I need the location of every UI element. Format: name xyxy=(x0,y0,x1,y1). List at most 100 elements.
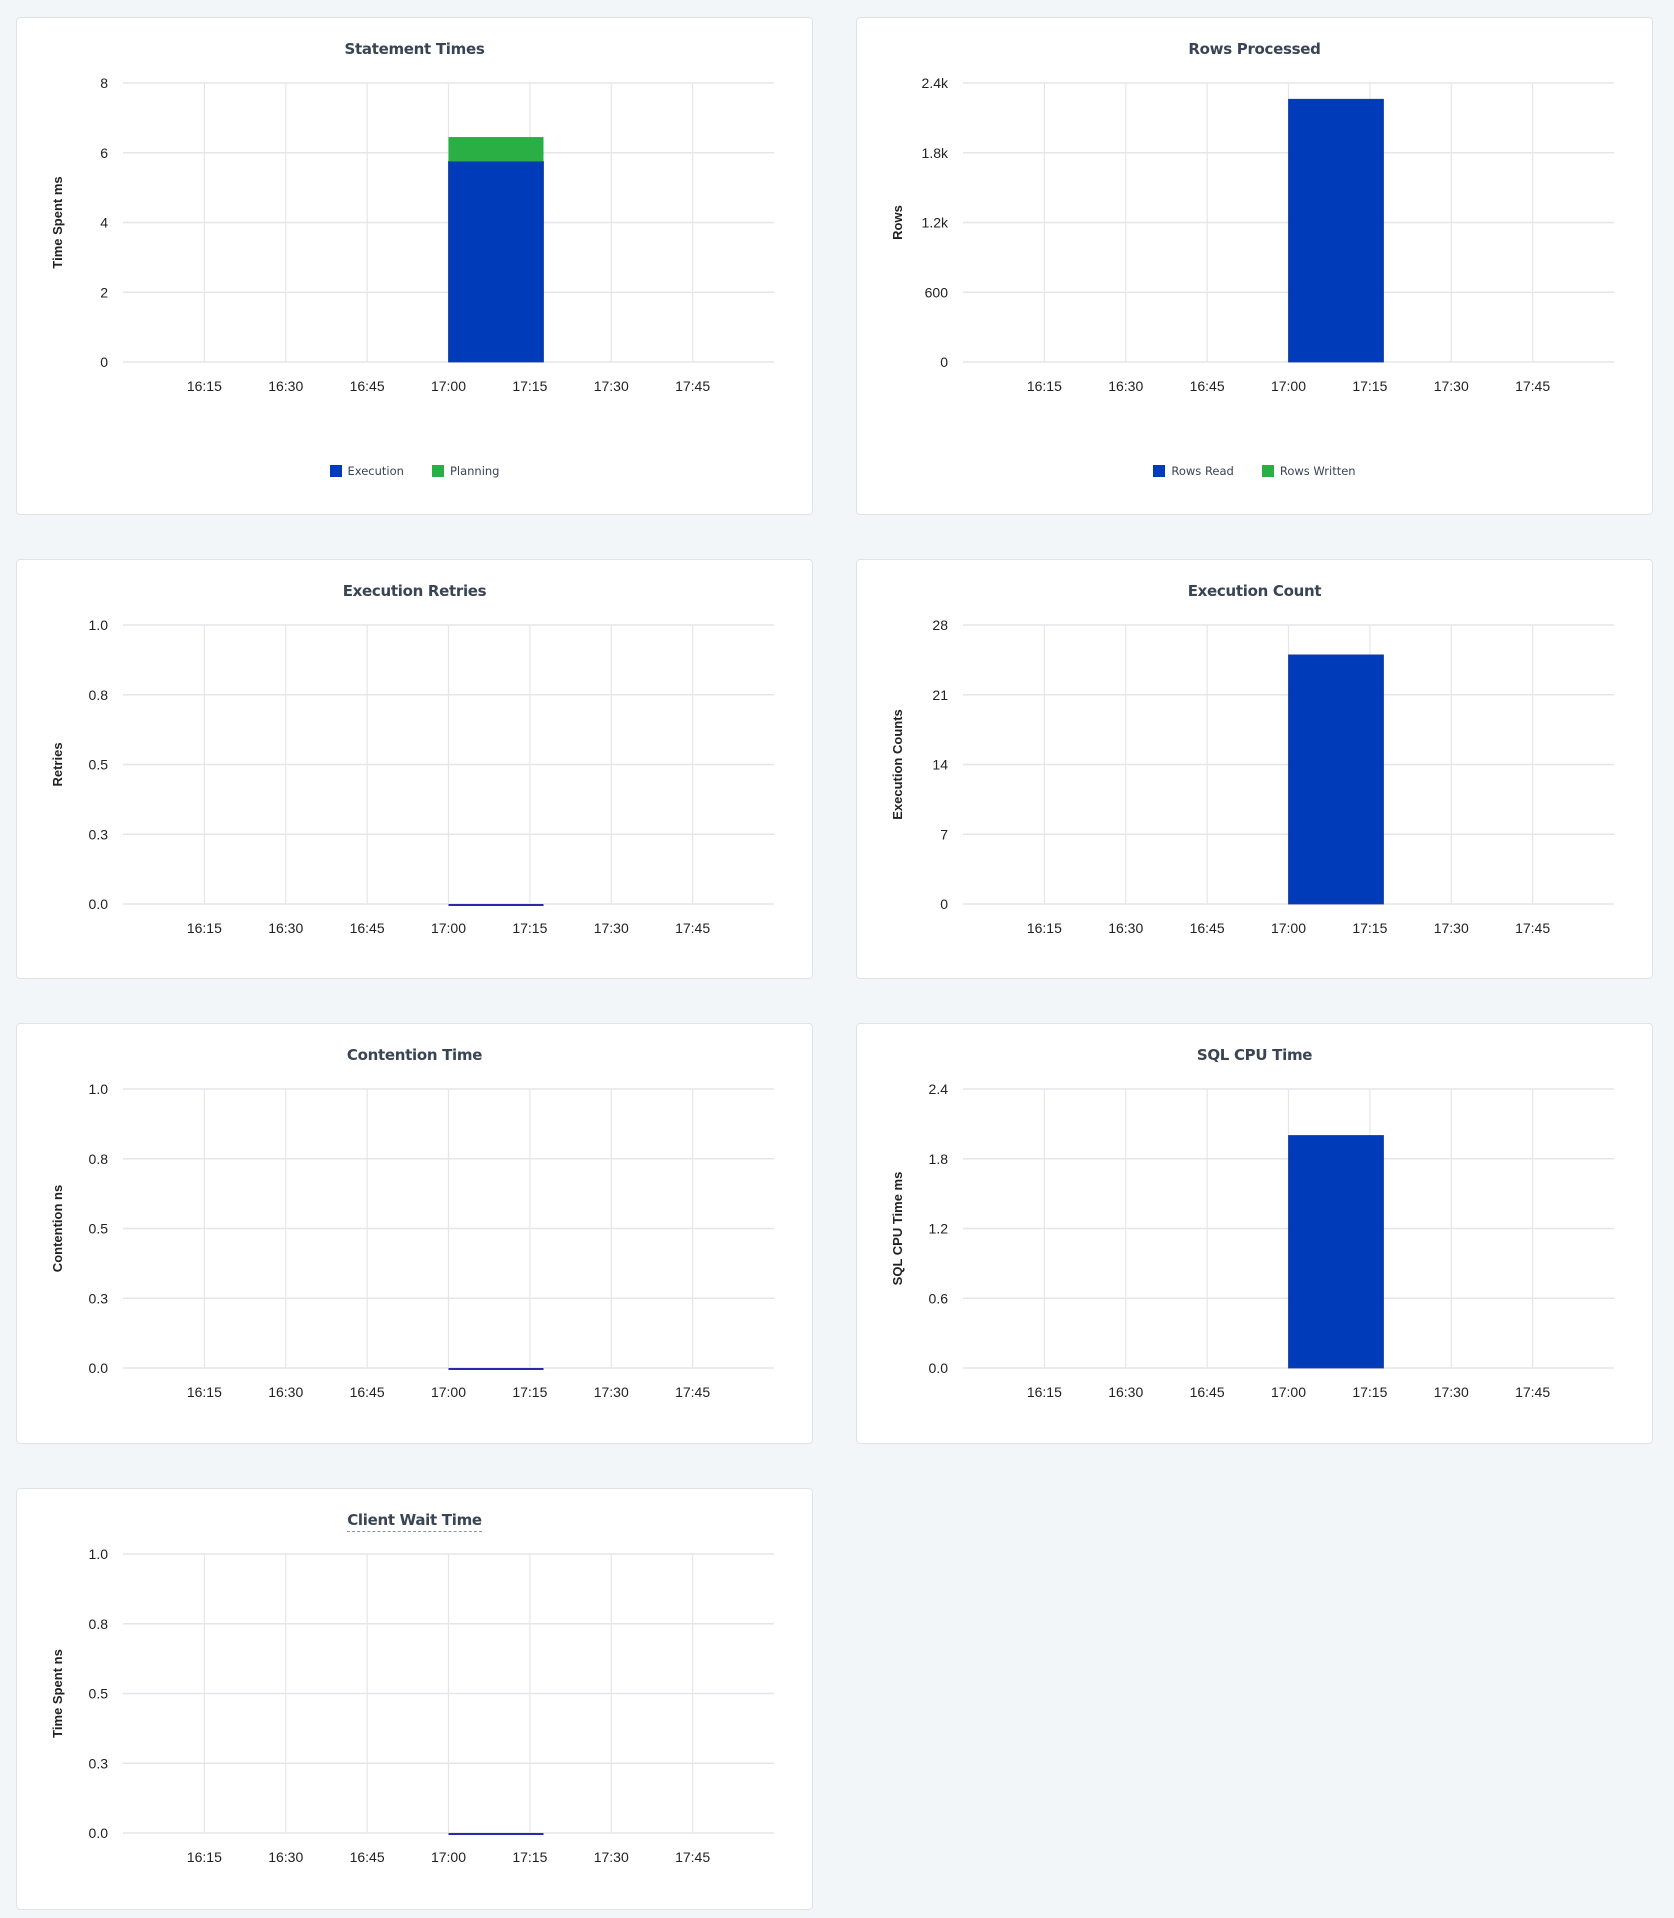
legend-item[interactable]: Planning xyxy=(431,464,500,478)
y-axis-label: Time Spent ns xyxy=(50,1649,65,1738)
chart-title: Rows Processed xyxy=(857,40,1652,58)
y-axis-label: Rows xyxy=(890,205,905,240)
legend-label: Rows Read xyxy=(1171,464,1234,478)
x-tick-label: 17:00 xyxy=(1271,378,1306,394)
x-tick-label: 17:45 xyxy=(675,1849,710,1865)
x-tick-label: 17:15 xyxy=(512,378,547,394)
x-tick-label: 17:00 xyxy=(431,1384,466,1400)
y-tick-label: 1.0 xyxy=(89,1546,109,1562)
x-tick-label: 17:45 xyxy=(675,920,710,936)
bar-planning[interactable] xyxy=(448,137,544,162)
chart-svg: 0.0 0.3 0.5 0.8 1.0 16:15 16:30 16:45 17:00 17:15… xyxy=(50,1081,774,1400)
chart-title-text: Contention Time xyxy=(346,1046,483,1064)
legend-swatch xyxy=(1261,465,1274,477)
chart-title: Contention Time xyxy=(17,1046,812,1064)
x-tick-label: 17:00 xyxy=(431,920,466,936)
bar-execution[interactable] xyxy=(448,161,544,363)
chart-title: Execution Retries xyxy=(17,582,812,600)
x-tick-label: 16:30 xyxy=(268,1384,303,1400)
y-tick-label: 21 xyxy=(932,687,948,703)
x-tick-label: 17:45 xyxy=(1515,920,1550,936)
y-tick-label: 2 xyxy=(100,284,108,300)
y-tick-label: 0.0 xyxy=(89,896,109,912)
legend-label: Execution xyxy=(347,464,404,478)
chart-title-text[interactable]: Client Wait Time xyxy=(347,1511,482,1532)
chart-svg: 0.0 0.3 0.5 0.8 1.0 16:15 16:30 16:45 17:00 17:15… xyxy=(50,617,774,936)
x-tick-label: 17:30 xyxy=(1434,1384,1469,1400)
y-tick-label: 14 xyxy=(932,757,948,773)
x-tick-label: 17:30 xyxy=(1434,920,1469,936)
x-tick-label: 16:45 xyxy=(1190,1384,1225,1400)
y-tick-label: 0.5 xyxy=(89,757,109,773)
legend-swatch xyxy=(431,465,444,477)
x-tick-label: 16:15 xyxy=(1027,1384,1062,1400)
chart-card-execution-retries: 0.0 0.3 0.5 0.8 1.0 16:15 16:30 16:45 17:00 17:15… xyxy=(16,559,813,979)
y-tick-label: 2.4 xyxy=(929,1081,949,1097)
chart-svg: 0 600 1.2k 1.8k 2.4k 16:15 16:30 16:45 17:00 17:1… xyxy=(890,75,1614,394)
x-tick-label: 17:45 xyxy=(1515,378,1550,394)
y-tick-label: 0 xyxy=(100,354,108,370)
chart-svg: 0.0 0.3 0.5 0.8 1.0 16:15 16:30 16:45 17:00 17:15… xyxy=(50,1546,774,1865)
bar-value[interactable] xyxy=(1288,1135,1384,1369)
y-tick-label: 0 xyxy=(940,896,948,912)
x-tick-label: 17:15 xyxy=(512,920,547,936)
x-tick-label: 17:30 xyxy=(1434,378,1469,394)
chart-title: Statement Times xyxy=(17,40,812,58)
chart-title: SQL CPU Time xyxy=(857,1046,1652,1064)
legend-swatch xyxy=(329,465,342,477)
y-tick-label: 600 xyxy=(925,284,949,300)
y-tick-label: 0.0 xyxy=(929,1360,949,1376)
y-tick-label: 0.5 xyxy=(89,1686,109,1702)
chart-title-text: Statement Times xyxy=(344,40,485,58)
x-tick-label: 17:00 xyxy=(431,378,466,394)
x-tick-label: 16:15 xyxy=(187,1849,222,1865)
y-tick-label: 1.8k xyxy=(922,145,949,161)
legend-swatch xyxy=(1153,465,1166,477)
y-tick-label: 8 xyxy=(100,75,108,91)
chart-title: Execution Count xyxy=(857,582,1652,600)
y-tick-label: 1.8 xyxy=(929,1151,949,1167)
y-axis-label: SQL CPU Time ms xyxy=(890,1172,905,1286)
x-tick-label: 17:00 xyxy=(1271,1384,1306,1400)
y-tick-label: 0.6 xyxy=(929,1290,949,1306)
y-tick-label: 4 xyxy=(100,215,108,231)
x-tick-label: 16:15 xyxy=(187,1384,222,1400)
x-tick-label: 17:15 xyxy=(1352,378,1387,394)
y-axis-label: Execution Counts xyxy=(890,709,905,820)
y-tick-label: 1.2k xyxy=(922,215,949,231)
chart-title-text: SQL CPU Time xyxy=(1196,1046,1313,1064)
bar-value[interactable] xyxy=(1288,654,1384,905)
x-tick-label: 17:15 xyxy=(1352,1384,1387,1400)
x-tick-label: 17:30 xyxy=(594,378,629,394)
legend-item[interactable]: Execution xyxy=(329,464,404,478)
y-tick-label: 0.3 xyxy=(89,826,109,842)
chart-card-client-wait-time: 0.0 0.3 0.5 0.8 1.0 16:15 16:30 16:45 17:00 17:15… xyxy=(16,1488,813,1910)
legend-item[interactable]: Rows Written xyxy=(1261,464,1356,478)
legend-item[interactable]: Rows Read xyxy=(1153,464,1234,478)
x-tick-label: 16:45 xyxy=(350,920,385,936)
x-tick-label: 17:00 xyxy=(431,1849,466,1865)
chart-card-execution-count: 0 7 14 21 28 16:15 16:30 16:45 17:00 17:15 17:30 17… xyxy=(856,559,1653,979)
x-tick-label: 16:45 xyxy=(350,378,385,394)
x-tick-label: 16:45 xyxy=(350,1849,385,1865)
legend-label: Rows Written xyxy=(1279,464,1356,478)
x-tick-label: 17:15 xyxy=(1352,920,1387,936)
chart-title: Client Wait Time xyxy=(17,1511,812,1532)
y-tick-label: 0.8 xyxy=(89,687,109,703)
y-tick-label: 0.8 xyxy=(89,1616,109,1632)
y-tick-label: 0.0 xyxy=(89,1360,109,1376)
y-tick-label: 0.3 xyxy=(89,1755,109,1771)
y-tick-label: 7 xyxy=(940,826,948,842)
y-tick-label: 1.0 xyxy=(89,617,109,633)
x-tick-label: 17:45 xyxy=(675,378,710,394)
bar-rows-read[interactable] xyxy=(1288,98,1384,363)
x-tick-label: 17:15 xyxy=(512,1384,547,1400)
x-tick-label: 16:15 xyxy=(187,920,222,936)
x-tick-label: 16:15 xyxy=(1027,920,1062,936)
chart-svg: 0 7 14 21 28 16:15 16:30 16:45 17:00 17:15 17:30 17… xyxy=(890,617,1614,936)
legend-label: Planning xyxy=(449,464,500,478)
x-tick-label: 17:00 xyxy=(1271,920,1306,936)
y-tick-label: 1.0 xyxy=(89,1081,109,1097)
y-axis-label: Time Spent ms xyxy=(50,176,65,268)
y-tick-label: 28 xyxy=(932,617,948,633)
